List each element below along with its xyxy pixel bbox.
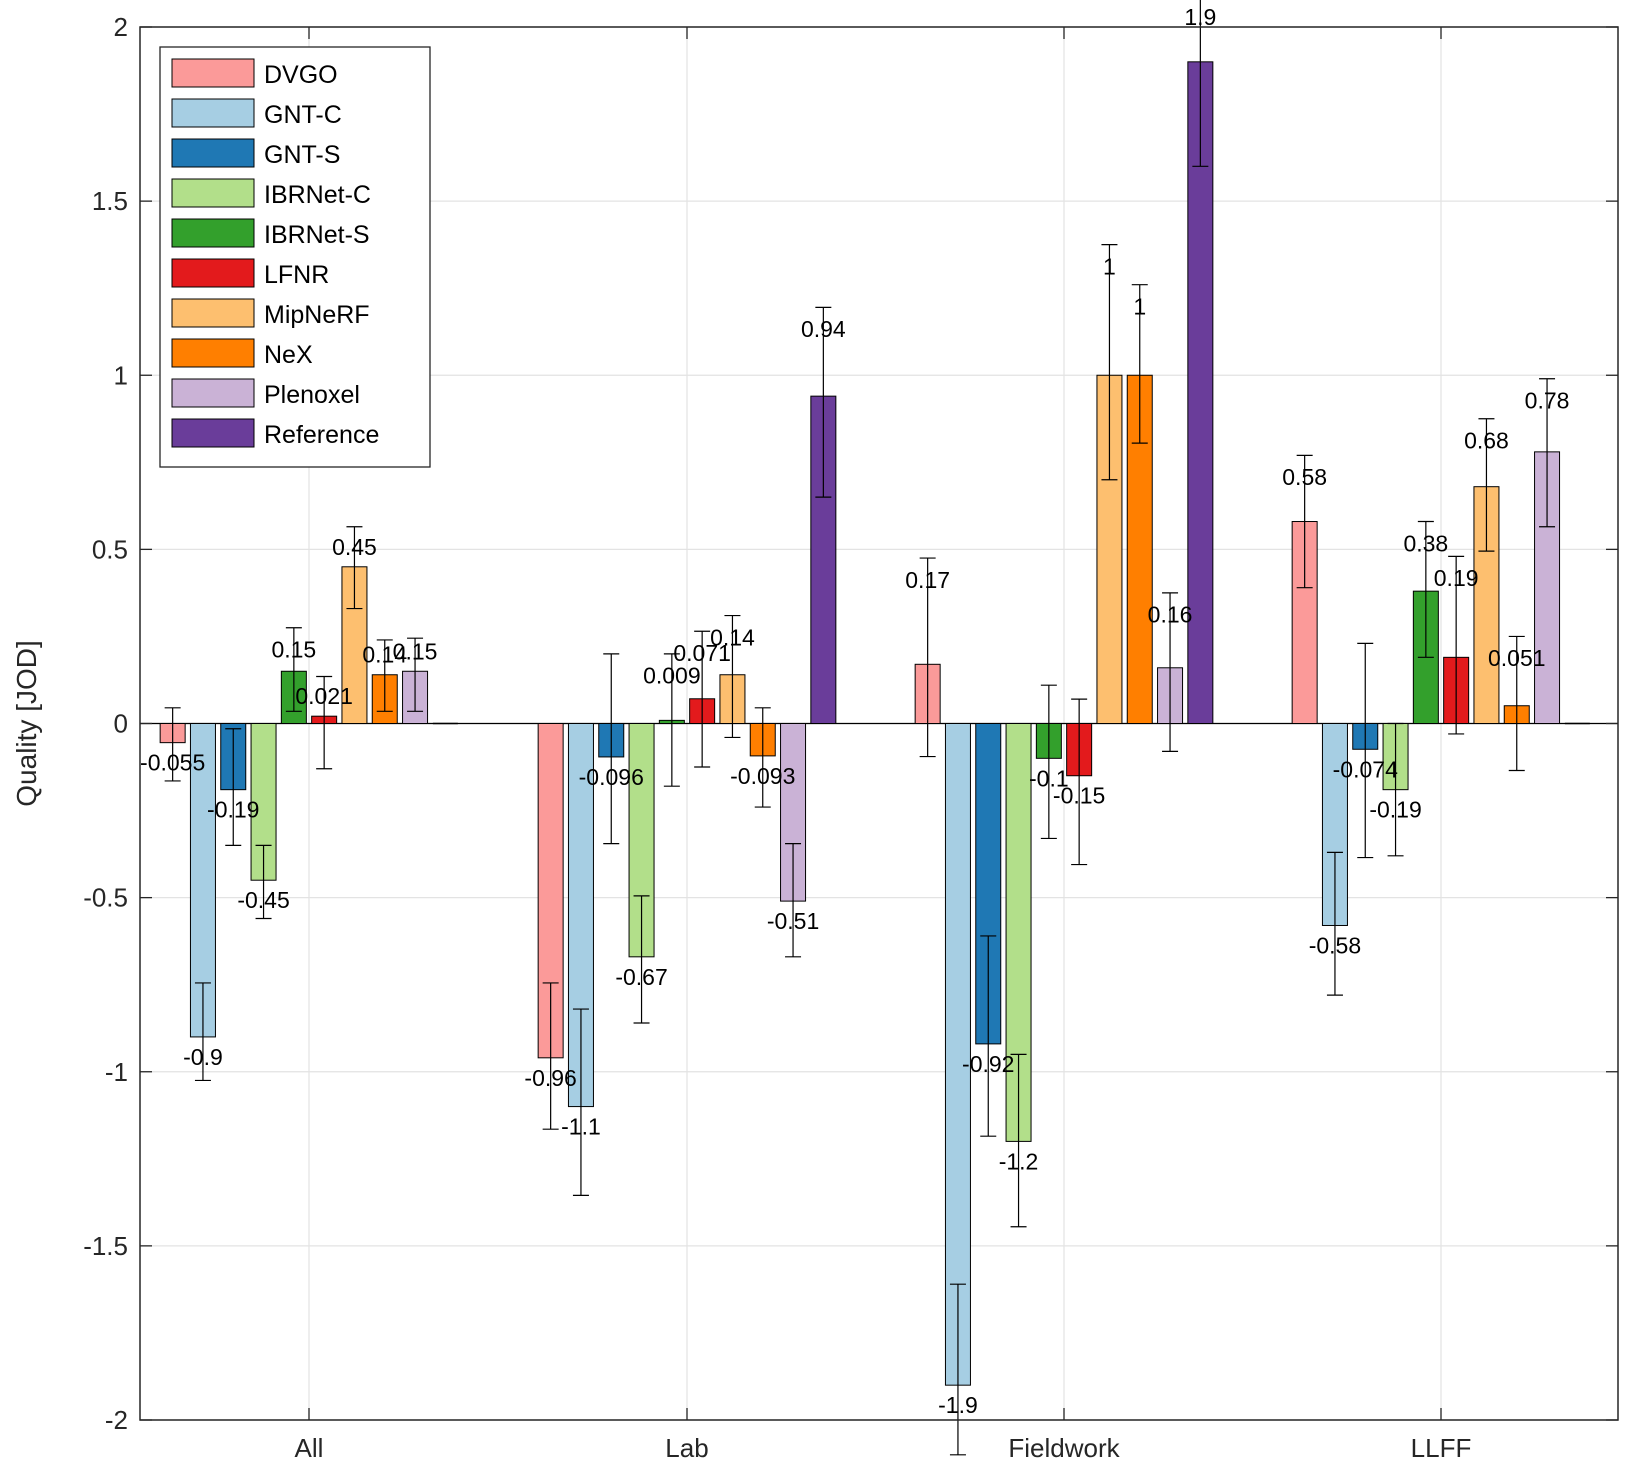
data-label: -0.19 [207, 797, 259, 823]
legend-swatch [171, 338, 255, 368]
legend-swatch [171, 218, 255, 248]
legend: DVGO GNT-C GNT-S IBRNet-C IBRNet-S LFNR MipNeR… [159, 46, 431, 468]
legend-label: GNT-C [264, 101, 342, 129]
data-label: -0.67 [615, 964, 667, 990]
data-label: -0.96 [524, 1065, 576, 1091]
data-label: 0.071 [673, 640, 731, 666]
data-label: -0.055 [140, 750, 205, 776]
data-label: 0.68 [1464, 428, 1509, 454]
data-label: 0.19 [1434, 565, 1479, 591]
legend-swatch [171, 258, 255, 288]
y-tick-label: 2 [114, 12, 128, 42]
data-label: 1 [1103, 253, 1116, 279]
y-tick-label: 0.5 [92, 534, 128, 564]
data-label: 0.17 [905, 567, 950, 593]
x-tick-label: All [295, 1433, 324, 1463]
data-label: -0.45 [237, 887, 289, 913]
data-label: -0.51 [767, 908, 819, 934]
data-label: -0.093 [730, 763, 795, 789]
legend-label: NeX [264, 341, 313, 369]
data-label: -0.9 [183, 1044, 223, 1070]
legend-label: Plenoxel [264, 381, 360, 409]
data-label: -0.92 [962, 1051, 1014, 1077]
data-label: 1.9 [1184, 4, 1216, 30]
data-label: -0.1 [1029, 765, 1069, 791]
data-label: -1.1 [561, 1114, 601, 1140]
axes: -2 -1.5 -1 -0.5 0 0.5 1 1.5 2 All Lab Fieldwork LLFF… [11, 12, 1619, 1463]
data-label: 0.14 [710, 624, 755, 650]
y-tick-label: 1.5 [92, 186, 128, 216]
data-label: 0.021 [295, 683, 353, 709]
x-tick-label: Fieldwork [1008, 1433, 1120, 1463]
data-label: 0.78 [1525, 388, 1570, 414]
data-label: 0.16 [1148, 602, 1193, 628]
data-label: -1.2 [999, 1148, 1039, 1174]
y-tick-label: -1 [105, 1057, 128, 1087]
x-tick-label: LLFF [1411, 1433, 1472, 1463]
legend-label: LFNR [264, 261, 329, 289]
legend-label: IBRNet-S [264, 221, 370, 249]
data-labels: -0.055 -0.96 0.17 0.58 -0.9 -1.1 -1.9 -0.58 -0.1… [140, 4, 1569, 1418]
data-label: -0.15 [1053, 783, 1105, 809]
legend-label: Reference [264, 421, 379, 449]
legend-label: DVGO [264, 61, 338, 89]
error-bars [164, 0, 1556, 1456]
data-label: 0.14 [362, 642, 407, 668]
data-label: -1.9 [938, 1392, 978, 1418]
data-label: 0.15 [393, 638, 438, 664]
data-label: 0.38 [1403, 530, 1448, 556]
data-label: -0.074 [1333, 756, 1398, 782]
legend-label: MipNeRF [264, 301, 370, 329]
data-label: 0.009 [643, 663, 701, 689]
y-tick-label: -0.5 [83, 883, 128, 913]
legend-swatch [171, 58, 255, 88]
legend-swatch [171, 98, 255, 128]
legend-swatch [171, 418, 255, 448]
legend-swatch [171, 378, 255, 408]
data-label: 0.051 [1488, 645, 1546, 671]
y-tick-label: -2 [105, 1405, 128, 1435]
legend-swatch [171, 298, 255, 328]
data-label: -0.096 [579, 764, 644, 790]
data-label: 0.45 [332, 534, 377, 560]
legend-label: IBRNet-C [264, 181, 371, 209]
data-label: 0.15 [271, 637, 316, 663]
legend-swatch [171, 178, 255, 208]
data-label: 0.58 [1282, 464, 1327, 490]
data-label: -0.19 [1369, 797, 1421, 823]
x-tick-label: Lab [665, 1433, 708, 1463]
data-label: 0.94 [801, 316, 846, 342]
legend-label: GNT-S [264, 141, 340, 169]
legend-swatch [171, 138, 255, 168]
y-tick-label: 1 [114, 360, 128, 390]
y-axis-label: Quality [JOD] [11, 640, 42, 806]
data-label: 1 [1133, 293, 1146, 319]
y-tick-label: -1.5 [83, 1231, 128, 1261]
y-tick-label: 0 [114, 709, 128, 739]
data-label: -0.58 [1309, 932, 1361, 958]
